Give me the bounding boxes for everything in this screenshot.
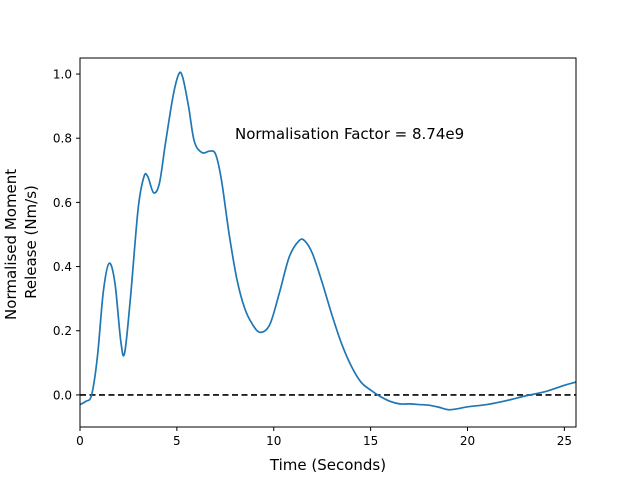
y-tick-label: 0.4 [53, 260, 72, 274]
plot-frame [79, 57, 577, 428]
y-tick-label: 0.6 [53, 196, 72, 210]
y-axis-label-line-1: Normalised Moment [2, 169, 20, 320]
plot-background [80, 58, 576, 427]
y-tick-label: 0.0 [53, 388, 72, 402]
x-tick-label: 5 [173, 434, 181, 448]
y-tick-label: 1.0 [53, 68, 72, 82]
x-axis-label: Time (Seconds) [269, 456, 386, 474]
y-axis-label-line-2: Release (Nm/s) [22, 185, 40, 299]
x-tick-label: 10 [266, 434, 281, 448]
x-tick-label: 20 [460, 434, 475, 448]
annotation-text: Normalisation Factor = 8.74e9 [235, 125, 464, 143]
x-tick-label: 25 [557, 434, 572, 448]
y-tick-label: 0.2 [53, 324, 72, 338]
y-axis-label: Normalised Moment Release (Nm/s) [2, 164, 40, 320]
x-tick-label: 15 [363, 434, 378, 448]
y-tick-label: 0.8 [53, 132, 72, 146]
x-tick-label: 0 [76, 434, 84, 448]
series-line-0 [79, 71, 577, 411]
